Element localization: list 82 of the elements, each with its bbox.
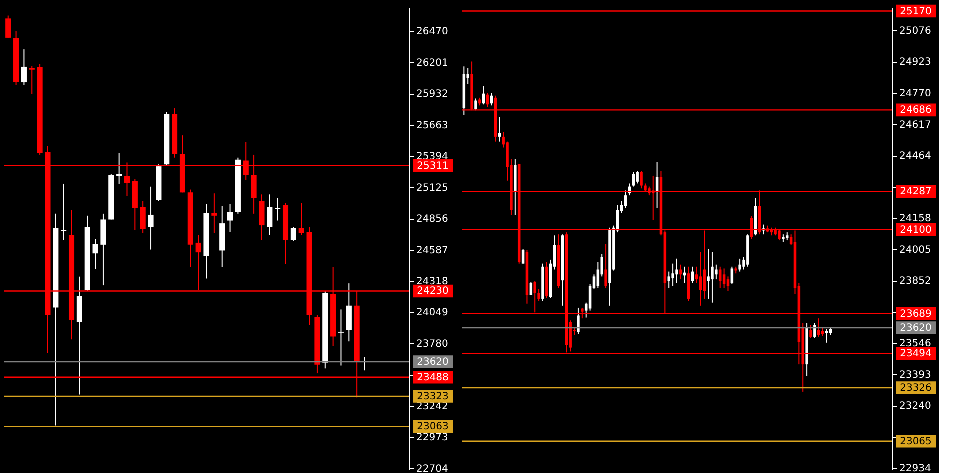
ref-line-label: 24287 <box>900 186 932 198</box>
y-tick-label: 25394 <box>416 152 448 163</box>
y-tick-label: 24617 <box>900 120 932 131</box>
candlestick <box>29 66 35 95</box>
candlestick <box>680 264 682 280</box>
candlestick <box>228 204 234 233</box>
y-tick-label: 23393 <box>900 370 932 381</box>
y-tick-label: 23852 <box>900 276 932 288</box>
candlestick <box>684 266 686 284</box>
y-tick-label: 24856 <box>416 214 448 226</box>
y-tick-label: 26201 <box>416 58 448 69</box>
ref-line-label: 25170 <box>900 6 932 18</box>
y-tick-label: 23240 <box>900 401 932 412</box>
candlestick <box>92 238 98 270</box>
ref-line-label: 23620 <box>900 322 932 334</box>
candlestick <box>538 288 540 302</box>
candlestick <box>482 86 486 106</box>
candlestick <box>604 244 608 289</box>
ref-line-label: 23323 <box>417 392 449 403</box>
y-tick-label: 24464 <box>900 151 932 162</box>
candlestick <box>577 307 580 335</box>
candlestick <box>672 263 674 287</box>
candlestick <box>636 170 639 184</box>
candlestick <box>711 252 714 304</box>
candlestick <box>6 15 12 38</box>
candlestick <box>699 252 702 306</box>
ref-line-label: 23488 <box>417 372 449 384</box>
ref-line-label: 23689 <box>900 308 932 320</box>
candlestick <box>730 266 734 285</box>
ref-line-label: 24100 <box>900 224 932 236</box>
candlestick <box>21 49 27 86</box>
y-tick-label: 22973 <box>416 432 448 444</box>
ref-line-label: 24686 <box>900 105 932 116</box>
candlestick <box>814 322 816 338</box>
candlestick <box>676 258 678 284</box>
y-tick-label: 24005 <box>900 244 932 256</box>
ref-line-label: 25311 <box>417 160 449 172</box>
candlestick <box>640 170 643 190</box>
candlestick <box>275 198 281 222</box>
y-tick-label: 25125 <box>416 182 448 194</box>
ref-line-label: 24230 <box>417 286 449 298</box>
candlestick <box>61 183 67 241</box>
candlestick <box>668 271 670 289</box>
y-tick-label: 25932 <box>416 89 448 100</box>
candlestick <box>810 324 812 338</box>
candlestick <box>267 194 273 236</box>
y-tick-label: 23780 <box>416 338 448 350</box>
candlestick <box>140 200 146 234</box>
y-tick-label: 25076 <box>900 26 932 37</box>
y-tick-label: 24587 <box>416 245 448 256</box>
candlestick <box>498 116 502 142</box>
y-tick-label: 22934 <box>900 464 932 473</box>
y-tick-label: 24049 <box>416 308 448 319</box>
candlestick <box>818 318 820 338</box>
ref-line-label: 23065 <box>900 436 932 448</box>
ref-line-label: 23063 <box>417 422 449 433</box>
y-tick-label: 23546 <box>900 338 932 350</box>
y-tick-label: 24770 <box>900 88 932 100</box>
y-tick-label: 24158 <box>900 214 932 225</box>
y-tick-label: 22704 <box>416 464 448 473</box>
y-tick-label: 25663 <box>416 120 448 132</box>
candlestick <box>707 248 710 300</box>
candlestick <box>338 309 344 366</box>
candlestick <box>522 248 525 264</box>
ref-line-label: 23620 <box>417 357 449 368</box>
ref-line-label: 23326 <box>900 383 932 394</box>
candlestick <box>726 276 730 292</box>
candlestick <box>691 266 694 284</box>
y-tick-label: 26470 <box>416 26 448 38</box>
candlestick <box>148 186 154 250</box>
candlestick <box>632 172 636 188</box>
candlestick <box>212 193 218 234</box>
candlestick <box>624 190 628 209</box>
y-tick-label: 24923 <box>900 57 932 68</box>
y-tick-label: 24318 <box>416 276 448 288</box>
candlestick <box>298 202 304 236</box>
candlestick <box>290 227 296 242</box>
candlestick <box>715 264 718 280</box>
candlestick <box>722 268 726 289</box>
candlestick <box>596 261 600 289</box>
ref-line-label: 23494 <box>900 348 932 360</box>
candlestick <box>738 258 742 272</box>
